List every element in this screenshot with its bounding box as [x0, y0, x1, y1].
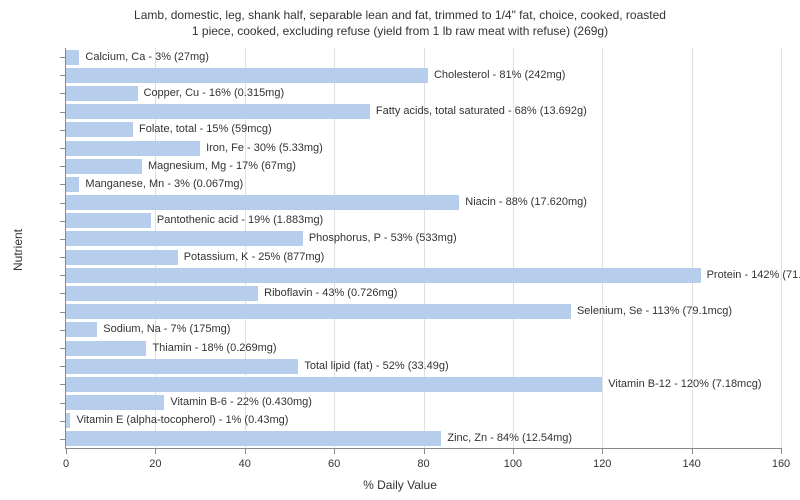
- nutrient-label: Vitamin B-12 - 120% (7.18mcg): [608, 377, 761, 392]
- x-tick: [424, 448, 425, 454]
- nutrient-label: Vitamin B-6 - 22% (0.430mg): [170, 395, 312, 410]
- nutrient-bar: [66, 413, 70, 428]
- nutrient-label: Thiamin - 18% (0.269mg): [152, 341, 276, 356]
- x-tick: [692, 448, 693, 454]
- nutrient-bar: [66, 431, 441, 446]
- grid-line: [781, 48, 782, 448]
- grid-line: [602, 48, 603, 448]
- nutrient-bar: [66, 341, 146, 356]
- x-tick: [245, 448, 246, 454]
- nutrient-label: Calcium, Ca - 3% (27mg): [85, 50, 208, 65]
- nutrient-bar: [66, 104, 370, 119]
- nutrient-label: Pantothenic acid - 19% (1.883mg): [157, 213, 323, 228]
- nutrient-bar: [66, 50, 79, 65]
- y-axis-title: Nutrient: [11, 229, 25, 271]
- nutrient-label: Manganese, Mn - 3% (0.067mg): [85, 177, 243, 192]
- x-tick-label: 0: [63, 458, 69, 470]
- nutrient-bar: [66, 86, 138, 101]
- nutrient-label: Zinc, Zn - 84% (12.54mg): [447, 431, 572, 446]
- nutrient-label: Riboflavin - 43% (0.726mg): [264, 286, 397, 301]
- nutrient-bar: [66, 213, 151, 228]
- nutrient-label: Niacin - 88% (17.620mg): [465, 195, 587, 210]
- x-tick-label: 160: [772, 458, 790, 470]
- x-tick: [781, 448, 782, 454]
- chart-title: Lamb, domestic, leg, shank half, separab…: [0, 0, 800, 39]
- x-tick-label: 80: [417, 458, 429, 470]
- nutrient-label: Fatty acids, total saturated - 68% (13.6…: [376, 104, 587, 119]
- x-axis-title: % Daily Value: [363, 478, 437, 492]
- nutrient-label: Copper, Cu - 16% (0.315mg): [144, 86, 285, 101]
- x-tick: [155, 448, 156, 454]
- x-tick: [602, 448, 603, 454]
- x-tick-label: 20: [149, 458, 161, 470]
- nutrient-label: Protein - 142% (71.04g): [707, 268, 800, 283]
- nutrient-bar: [66, 322, 97, 337]
- nutrient-bar: [66, 122, 133, 137]
- nutrient-bar: [66, 304, 571, 319]
- x-tick: [513, 448, 514, 454]
- x-tick: [334, 448, 335, 454]
- nutrient-bar: [66, 231, 303, 246]
- nutrient-label: Iron, Fe - 30% (5.33mg): [206, 141, 323, 156]
- nutrient-label: Total lipid (fat) - 52% (33.49g): [304, 359, 448, 374]
- x-tick-label: 60: [328, 458, 340, 470]
- nutrient-label: Sodium, Na - 7% (175mg): [103, 322, 230, 337]
- title-line1: Lamb, domestic, leg, shank half, separab…: [134, 8, 666, 22]
- title-line2: 1 piece, cooked, excluding refuse (yield…: [192, 24, 608, 38]
- nutrient-bar: [66, 268, 701, 283]
- nutrient-label: Potassium, K - 25% (877mg): [184, 250, 325, 265]
- nutrient-bar: [66, 177, 79, 192]
- x-tick-label: 140: [682, 458, 700, 470]
- nutrient-label: Cholesterol - 81% (242mg): [434, 68, 565, 83]
- nutrient-chart: Lamb, domestic, leg, shank half, separab…: [0, 0, 800, 500]
- nutrient-bar: [66, 359, 298, 374]
- nutrient-label: Phosphorus, P - 53% (533mg): [309, 231, 457, 246]
- x-tick: [66, 448, 67, 454]
- nutrient-label: Magnesium, Mg - 17% (67mg): [148, 159, 296, 174]
- nutrient-label: Vitamin E (alpha-tocopherol) - 1% (0.43m…: [76, 413, 288, 428]
- x-tick-label: 40: [239, 458, 251, 470]
- nutrient-bar: [66, 395, 164, 410]
- nutrient-bar: [66, 159, 142, 174]
- nutrient-bar: [66, 377, 602, 392]
- x-tick-label: 100: [504, 458, 522, 470]
- plot-area: 020406080100120140160Calcium, Ca - 3% (2…: [65, 48, 781, 449]
- nutrient-bar: [66, 141, 200, 156]
- x-tick-label: 120: [593, 458, 611, 470]
- nutrient-label: Selenium, Se - 113% (79.1mcg): [577, 304, 732, 319]
- nutrient-bar: [66, 286, 258, 301]
- nutrient-bar: [66, 195, 459, 210]
- nutrient-bar: [66, 250, 178, 265]
- nutrient-label: Folate, total - 15% (59mcg): [139, 122, 272, 137]
- nutrient-bar: [66, 68, 428, 83]
